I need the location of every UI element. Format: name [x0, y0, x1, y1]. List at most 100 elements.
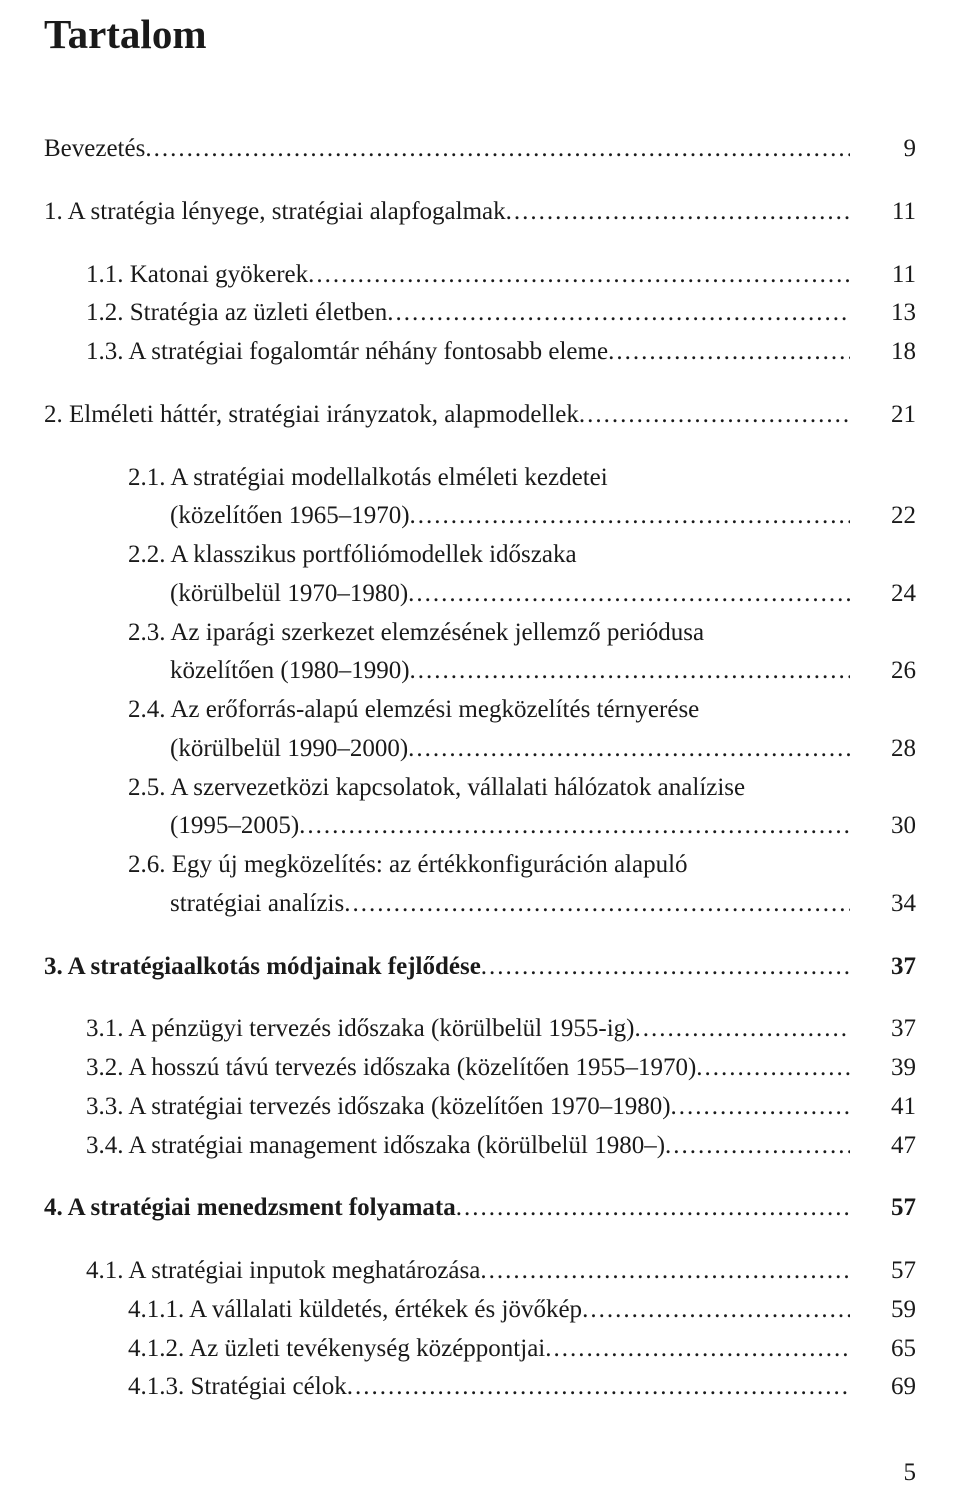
toc-entry: 4.1.2. Az üzleti tevékenység középpontja…	[44, 1330, 916, 1369]
toc-leader	[634, 1010, 850, 1049]
toc-entry-label: (közelítően 1965–1970)	[170, 497, 410, 536]
toc-entry-label: 3.2. A hosszú távú tervezés időszaka (kö…	[86, 1049, 696, 1088]
toc-entry-label: 2.6. Egy új megközelítés: az értékkonfig…	[86, 846, 916, 885]
toc-entry-page: 28	[850, 730, 916, 769]
toc-entry: 3.1. A pénzügyi tervezés időszaka (körül…	[44, 1010, 916, 1049]
toc-entry-label: 2.4. Az erőforrás-alapú elemzési megköze…	[86, 691, 916, 730]
toc-entry-label: 4.1.3. Stratégiai célok	[128, 1368, 347, 1407]
toc-entry-label: 2. Elméleti háttér, stratégiai irányzato…	[44, 396, 579, 435]
toc-leader	[506, 193, 850, 232]
toc-entry: 2.1. A stratégiai modellalkotás elméleti…	[44, 459, 916, 537]
toc-entry: 2.2. A klasszikus portfóliómodellek idős…	[44, 536, 916, 614]
toc-entry: 3.2. A hosszú távú tervezés időszaka (kö…	[44, 1049, 916, 1088]
toc-entry: 1.1. Katonai gyökerek 11	[44, 256, 916, 295]
toc-entry-page: 13	[850, 294, 916, 333]
toc-entry-label: 4. A stratégiai menedzsment folyamata	[44, 1189, 456, 1228]
toc-entry-label: 1.3. A stratégiai fogalomtár néhány font…	[86, 333, 608, 372]
toc-leader	[344, 885, 850, 924]
toc-entry-page: 34	[850, 885, 916, 924]
toc-leader	[696, 1049, 850, 1088]
toc-entry-label: közelítően (1980–1990)	[170, 652, 410, 691]
toc-entry-page: 37	[850, 1010, 916, 1049]
toc-entry-page: 47	[850, 1127, 916, 1166]
toc-entry-label: 1. A stratégia lényege, stratégiai alapf…	[44, 193, 506, 232]
toc-leader	[665, 1127, 850, 1166]
toc-entry-label: 4.1. A stratégiai inputok meghatározása	[86, 1252, 480, 1291]
toc-entry-page: 57	[850, 1189, 916, 1228]
toc-entry: 1.3. A stratégiai fogalomtár néhány font…	[44, 333, 916, 372]
toc-group-gap	[44, 232, 916, 256]
toc-group-gap	[44, 435, 916, 459]
toc-entry-page: 11	[850, 193, 916, 232]
toc-leader	[387, 294, 850, 333]
toc-leader	[408, 575, 850, 614]
toc-entry-label: 3.1. A pénzügyi tervezés időszaka (körül…	[86, 1010, 634, 1049]
toc-entry-page: 24	[850, 575, 916, 614]
toc-entry-label: 3.3. A stratégiai tervezés időszaka (köz…	[86, 1088, 671, 1127]
toc-entry: 4.1.3. Stratégiai célok 69	[44, 1368, 916, 1407]
toc-entry-label: 2.3. Az iparági szerkezet elemzésének je…	[86, 614, 916, 653]
table-of-contents: Bevezetés 9 1. A stratégia lényege, straté…	[44, 130, 916, 1407]
toc-entry: 3.4. A stratégiai management időszaka (k…	[44, 1127, 916, 1166]
toc-leader	[145, 130, 850, 169]
toc-group-gap	[44, 169, 916, 193]
toc-leader	[545, 1330, 850, 1369]
toc-entry-page: 9	[850, 130, 916, 169]
toc-entry: 4.1. A stratégiai inputok meghatározása 5…	[44, 1252, 916, 1291]
toc-group-gap	[44, 924, 916, 948]
toc-entry-label: stratégiai analízis	[170, 885, 344, 924]
toc-entry-page: 30	[850, 807, 916, 846]
document-page: Tartalom Bevezetés 9 1. A stratégia lényeg…	[0, 0, 960, 1507]
toc-leader	[671, 1088, 850, 1127]
toc-entry-label: 1.2. Stratégia az üzleti életben	[86, 294, 387, 333]
toc-entry: 3.3. A stratégiai tervezés időszaka (köz…	[44, 1088, 916, 1127]
toc-leader	[608, 333, 850, 372]
toc-entry: 2.3. Az iparági szerkezet elemzésének je…	[44, 614, 916, 692]
toc-entry: 3. A stratégiaalkotás módjainak fejlődés…	[44, 948, 916, 987]
toc-entry: 1. A stratégia lényege, stratégiai alapf…	[44, 193, 916, 232]
toc-entry: 2.4. Az erőforrás-alapú elemzési megköze…	[44, 691, 916, 769]
toc-entry-label: 3. A stratégiaalkotás módjainak fejlődés…	[44, 948, 481, 987]
toc-entry: 2.6. Egy új megközelítés: az értékkonfig…	[44, 846, 916, 924]
toc-entry: Bevezetés 9	[44, 130, 916, 169]
toc-entry-page: 21	[850, 396, 916, 435]
toc-entry-page: 37	[850, 948, 916, 987]
toc-group-gap	[44, 1165, 916, 1189]
toc-entry-label: 4.1.1. A vállalati küldetés, értékek és …	[128, 1291, 582, 1330]
footer-page-number: 5	[904, 1459, 917, 1487]
toc-leader	[579, 396, 850, 435]
toc-entry-page: 18	[850, 333, 916, 372]
toc-leader	[480, 1252, 850, 1291]
toc-entry-label: Bevezetés	[44, 130, 145, 169]
toc-entry-page: 69	[850, 1368, 916, 1407]
toc-entry: 4.1.1. A vállalati küldetés, értékek és …	[44, 1291, 916, 1330]
toc-entry-label: (körülbelül 1970–1980)	[170, 575, 408, 614]
toc-group-gap	[44, 1228, 916, 1252]
toc-entry: 4. A stratégiai menedzsment folyamata 57	[44, 1189, 916, 1228]
toc-leader	[308, 256, 850, 295]
toc-leader	[456, 1189, 850, 1228]
toc-entry-page: 11	[850, 256, 916, 295]
toc-entry-page: 57	[850, 1252, 916, 1291]
page-title: Tartalom	[44, 10, 916, 58]
toc-entry-label: (1995–2005)	[170, 807, 299, 846]
toc-group-gap	[44, 372, 916, 396]
toc-entry-page: 39	[850, 1049, 916, 1088]
toc-entry-label: 1.1. Katonai gyökerek	[86, 256, 308, 295]
toc-entry: 2. Elméleti háttér, stratégiai irányzato…	[44, 396, 916, 435]
toc-leader	[582, 1291, 850, 1330]
toc-leader	[347, 1368, 850, 1407]
toc-group-gap	[44, 986, 916, 1010]
toc-entry: 1.2. Stratégia az üzleti életben 13	[44, 294, 916, 333]
toc-leader	[410, 497, 850, 536]
toc-entry-page: 22	[850, 497, 916, 536]
toc-entry-label: (körülbelül 1990–2000)	[170, 730, 408, 769]
toc-entry-page: 41	[850, 1088, 916, 1127]
toc-leader	[408, 730, 850, 769]
toc-leader	[410, 652, 850, 691]
toc-entry-page: 59	[850, 1291, 916, 1330]
toc-entry-page: 65	[850, 1330, 916, 1369]
toc-entry-label: 2.2. A klasszikus portfóliómodellek idős…	[86, 536, 916, 575]
toc-entry-label: 2.5. A szervezetközi kapcsolatok, vállal…	[86, 769, 916, 808]
toc-entry-label: 3.4. A stratégiai management időszaka (k…	[86, 1127, 665, 1166]
